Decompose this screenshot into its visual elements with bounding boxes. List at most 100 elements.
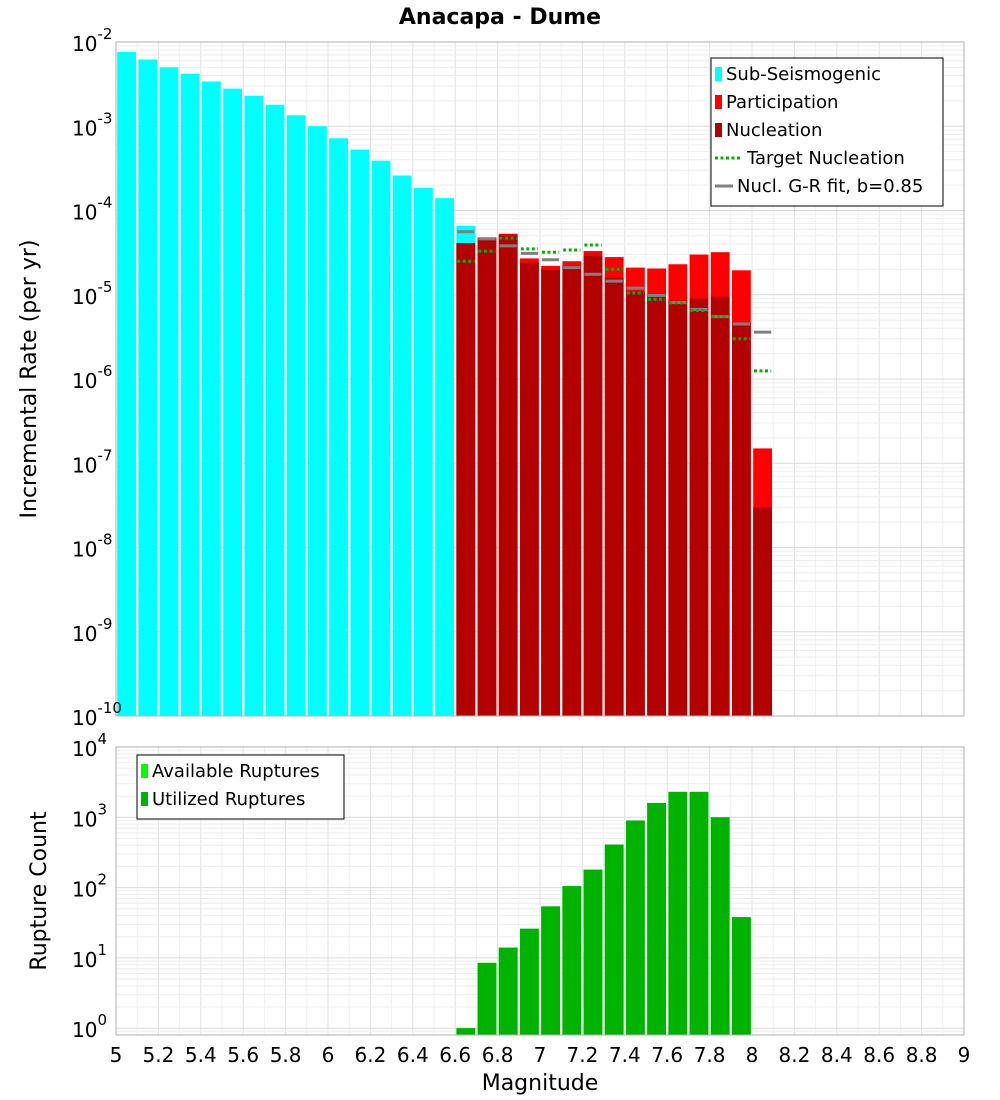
nucleation-bar bbox=[732, 323, 751, 716]
utilized-ruptures-bar bbox=[583, 869, 603, 1035]
x-tick-label: 7.2 bbox=[566, 1043, 598, 1067]
x-tick-label: 6.8 bbox=[482, 1043, 514, 1067]
x-tick-label: 8.4 bbox=[821, 1043, 853, 1067]
x-ticks: 5 5.2 5.4 5.6 5.8 6 6.2 6.4 6.6 6.8 7 7.2 7.4 7.6 7.8 8… bbox=[110, 1043, 971, 1067]
x-tick-label: 6.6 bbox=[439, 1043, 471, 1067]
participation-legend-label: Participation bbox=[726, 92, 838, 113]
x-axis-label: Magnitude bbox=[482, 1071, 599, 1096]
utilized-ruptures-bar bbox=[668, 791, 688, 1035]
x-tick-label: 6 bbox=[322, 1043, 335, 1067]
x-tick-label: 7.4 bbox=[609, 1043, 641, 1067]
participation-legend-swatch bbox=[715, 95, 722, 109]
y-tick-label: 10-2 bbox=[72, 25, 112, 56]
y-tick-base: 10 bbox=[72, 807, 97, 831]
y-tick-exponent: -8 bbox=[97, 531, 112, 549]
x-tick-label: 5.8 bbox=[270, 1043, 302, 1067]
y-tick-base: 10 bbox=[72, 369, 97, 393]
sub-seismogenic-bar bbox=[180, 73, 200, 716]
y-tick-exponent: 1 bbox=[97, 941, 107, 959]
x-tick-label: 5.4 bbox=[185, 1043, 217, 1067]
x-tick-label: 5 bbox=[110, 1043, 123, 1067]
y-tick-base: 10 bbox=[72, 878, 97, 902]
sub-seismogenic-bar bbox=[244, 95, 264, 717]
utilized-ruptures-bar bbox=[626, 820, 645, 1035]
x-tick-label: 8 bbox=[746, 1043, 759, 1067]
y-tick-exponent: -5 bbox=[97, 278, 112, 296]
x-tick-label: 9 bbox=[958, 1043, 971, 1067]
top-bars bbox=[117, 52, 772, 717]
y-tick-label: 10-10 bbox=[72, 699, 122, 730]
y-tick-label: 10-7 bbox=[72, 446, 112, 477]
utilized-ruptures-bar bbox=[456, 1028, 476, 1035]
y-tick-label: 101 bbox=[72, 941, 107, 972]
sub-seismogenic-bar bbox=[286, 115, 306, 716]
y-tick-label: 10-5 bbox=[72, 278, 112, 309]
bottom-bars bbox=[456, 791, 751, 1035]
bottom-y-axis-label: Rupture Count bbox=[27, 811, 52, 971]
utilized-ruptures-bar bbox=[477, 962, 497, 1035]
nucleation-bar bbox=[498, 235, 518, 716]
y-tick-base: 10 bbox=[72, 116, 97, 140]
y-tick-label: 10-8 bbox=[72, 531, 112, 562]
utilized-ruptures-bar bbox=[710, 817, 730, 1035]
y-tick-exponent: -2 bbox=[97, 25, 112, 43]
sub-seismogenic-legend-label: Sub-Seismogenic bbox=[726, 64, 881, 85]
y-tick-exponent: -7 bbox=[97, 446, 112, 464]
nucleation-bar bbox=[562, 265, 582, 716]
sub-seismogenic-bar bbox=[435, 198, 454, 716]
sub-seismogenic-bar bbox=[117, 52, 136, 717]
x-tick-label: 6.4 bbox=[397, 1043, 429, 1067]
y-tick-label: 10-4 bbox=[72, 194, 112, 225]
available-ruptures-legend-label: Available Ruptures bbox=[152, 761, 320, 782]
sub-seismogenic-bar bbox=[265, 104, 285, 717]
sub-seismogenic-bar bbox=[329, 138, 348, 717]
y-tick-base: 10 bbox=[72, 453, 97, 477]
nucleation-bar bbox=[753, 507, 772, 716]
y-tick-label: 100 bbox=[72, 1011, 107, 1042]
utilized-ruptures-bar bbox=[541, 906, 560, 1035]
y-tick-base: 10 bbox=[72, 706, 97, 730]
y-tick-base: 10 bbox=[72, 32, 97, 56]
y-tick-exponent: -9 bbox=[97, 615, 112, 633]
utilized-ruptures-bar bbox=[498, 947, 518, 1035]
top-chart: 10-210-310-410-510-610-710-810-910-10 In… bbox=[17, 25, 965, 730]
utilized-ruptures-legend-swatch bbox=[141, 792, 148, 806]
y-tick-exponent: 0 bbox=[97, 1011, 107, 1029]
x-tick-label: 5.6 bbox=[227, 1043, 259, 1067]
nucleation-bar bbox=[710, 296, 730, 716]
top-y-ticks: 10-210-310-410-510-610-710-810-910-10 bbox=[72, 25, 122, 730]
y-tick-base: 10 bbox=[72, 538, 97, 562]
y-tick-label: 103 bbox=[72, 800, 107, 831]
x-tick-label: 7.8 bbox=[694, 1043, 726, 1067]
y-tick-exponent: -10 bbox=[97, 699, 122, 717]
nucleation-bar bbox=[689, 298, 709, 716]
available-ruptures-legend-swatch bbox=[141, 764, 148, 778]
x-tick-label: 7 bbox=[534, 1043, 547, 1067]
utilized-ruptures-bar bbox=[604, 844, 624, 1035]
legend-box bbox=[136, 754, 345, 820]
nucleation-legend-swatch bbox=[715, 123, 722, 137]
sub-seismogenic-bar bbox=[371, 160, 391, 716]
nucleation-bar bbox=[647, 296, 666, 716]
y-tick-label: 10-6 bbox=[72, 362, 112, 393]
y-tick-base: 10 bbox=[72, 737, 97, 761]
y-tick-exponent: -4 bbox=[97, 194, 112, 212]
nucleation-bar bbox=[477, 238, 497, 716]
y-tick-exponent: 3 bbox=[97, 800, 107, 818]
top-plot-frame bbox=[115, 41, 965, 717]
y-tick-exponent: -3 bbox=[97, 109, 112, 127]
y-tick-base: 10 bbox=[72, 948, 97, 972]
chart-title: Anacapa - Dume bbox=[399, 5, 601, 30]
sub-seismogenic-legend-swatch bbox=[715, 67, 722, 81]
y-tick-base: 10 bbox=[72, 1018, 97, 1042]
bottom-legend: Available Ruptures Utilized Ruptures bbox=[136, 754, 345, 820]
x-tick-label: 8.8 bbox=[906, 1043, 938, 1067]
nucleation-bar bbox=[604, 277, 624, 716]
sub-seismogenic-bar bbox=[392, 175, 412, 716]
nucleation-legend-label: Nucleation bbox=[726, 120, 822, 141]
nucl-g-r-fit-b-0-85-legend-label: Nucl. G-R fit, b=0.85 bbox=[737, 176, 923, 197]
nucleation-bar bbox=[541, 269, 560, 716]
y-tick-label: 102 bbox=[72, 871, 107, 902]
